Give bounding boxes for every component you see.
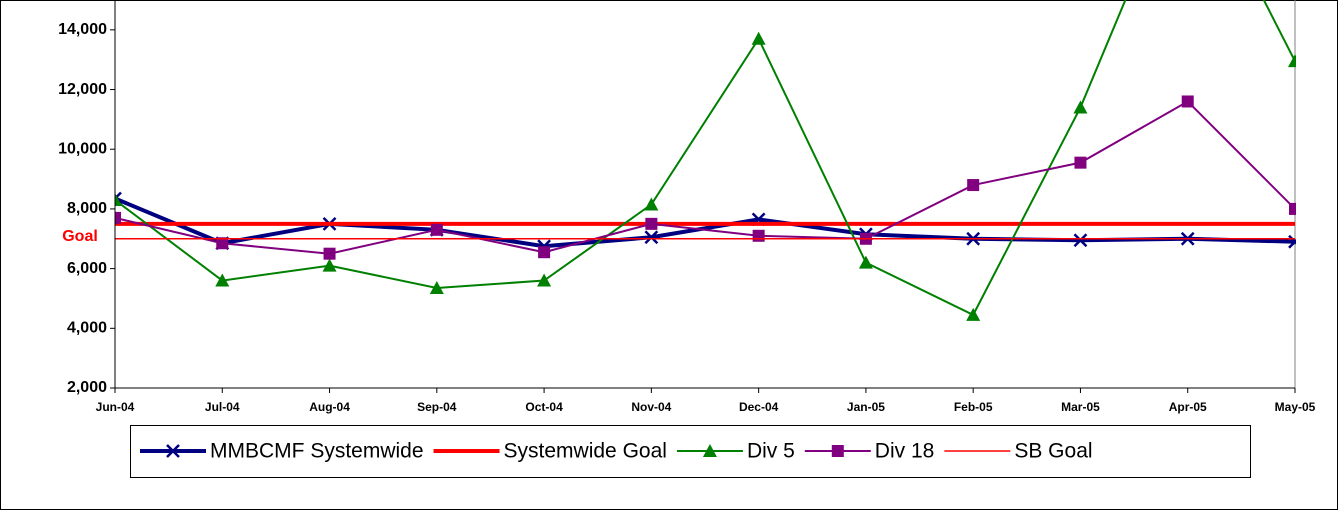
x-tick-label: Feb-05 [954,400,993,414]
series-line [115,100,1296,255]
x-tick-label: Dec-04 [739,400,779,414]
marker [645,217,658,230]
y-tick-label: 6,000 [67,260,107,277]
marker [115,211,121,224]
marker [858,255,873,269]
marker [1073,100,1088,114]
marker [537,273,552,287]
marker [1288,234,1296,249]
marker [216,237,229,250]
x-tick-label: Jul-04 [205,400,240,414]
marker [967,179,980,192]
legend-label: Systemwide Goal [504,440,667,463]
marker [538,246,551,259]
marker [322,258,337,272]
x-tick-label: Apr-05 [1169,400,1207,414]
y-tick-label: 8,000 [67,200,107,217]
marker [1074,156,1087,169]
marker [1181,95,1194,108]
series-line [115,0,1296,317]
x-tick-label: May-05 [1275,400,1316,414]
x-tick-label: Jun-04 [96,400,135,414]
x-tick-label: Jan-05 [847,400,885,414]
marker [429,281,444,295]
y-tick-label: 10,000 [58,140,107,157]
marker [1289,202,1296,215]
plot-area [115,0,1296,321]
marker [831,445,844,457]
y-tick-label: 12,000 [58,81,107,98]
marker [702,444,717,457]
x-tick-label: Sep-04 [417,400,457,414]
legend-label: Div 5 [747,440,795,463]
marker [1288,54,1296,68]
marker [323,247,336,260]
marker [1073,233,1088,248]
marker [215,273,230,287]
x-tick-label: Oct-04 [525,400,563,414]
x-tick-label: Aug-04 [309,400,350,414]
y-tick-label: 2,000 [67,379,107,396]
marker [644,197,659,211]
x-tick-label: Mar-05 [1061,400,1100,414]
marker [644,230,659,245]
legend-label: Div 18 [875,440,935,463]
series-line [115,196,1296,249]
y-tick-label: 4,000 [67,320,107,337]
legend-label: MMBCMF Systemwide [210,440,424,463]
y-tick-label: 14,000 [58,21,107,38]
marker [966,307,981,321]
marker [751,31,766,45]
annotation: Goal [62,228,98,245]
marker [430,223,443,236]
marker [166,444,180,458]
legend-label: SB Goal [1014,440,1092,463]
marker [115,192,122,206]
marker [752,229,765,242]
x-tick-label: Nov-04 [631,400,671,414]
